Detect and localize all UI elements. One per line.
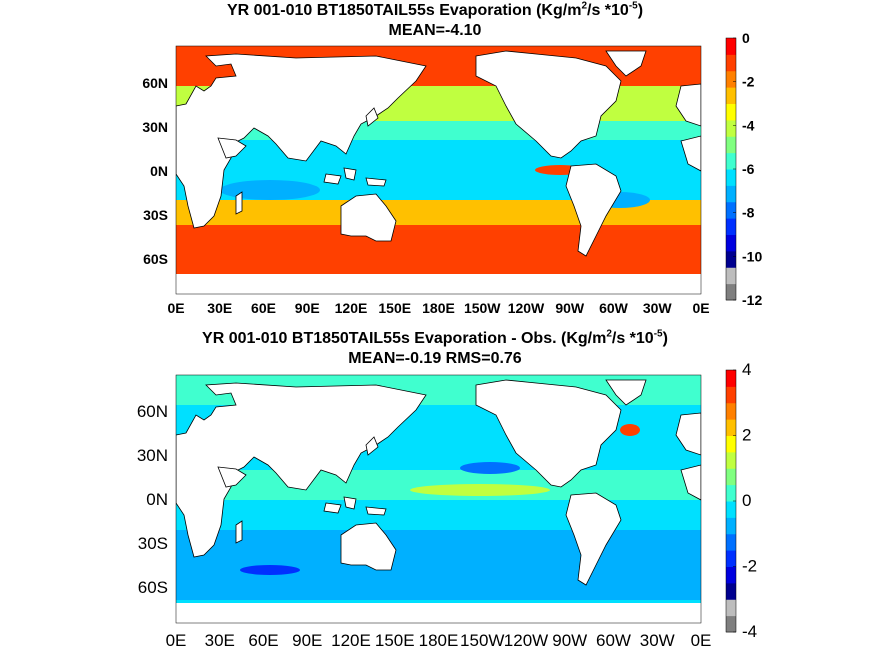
lat-tick-label: 60S: [143, 251, 168, 267]
lat-tick-label: 0N: [150, 163, 168, 179]
colorbar-segment: [726, 169, 736, 186]
colorbar-segment: [726, 70, 736, 88]
lon-tick-label: 0E: [167, 300, 184, 316]
colorbar-tick-label: -2: [742, 74, 755, 90]
colorbar-segment: [726, 501, 736, 518]
colorbar-segment: [726, 533, 736, 551]
lon-tick-label: 60W: [599, 300, 629, 316]
lon-tick-label: 30E: [207, 300, 232, 316]
lat-tick-label: 60S: [138, 578, 168, 597]
lon-tick-label: 60W: [596, 631, 631, 650]
colorbar-segment: [726, 185, 736, 203]
colorbar-tick-label: -12: [742, 292, 762, 308]
lat-tick-label: 30S: [143, 207, 168, 223]
lon-tick-label: 0E: [692, 300, 709, 316]
lon-tick-label: 30W: [640, 631, 675, 650]
lon-tick-label: 90E: [295, 300, 320, 316]
colorbar-segment: [726, 615, 736, 633]
colorbar-tick-label: 0: [742, 491, 751, 510]
colorbar-segment: [726, 54, 736, 72]
lon-tick-label: 180E: [422, 300, 455, 316]
lon-tick-label: 150E: [375, 631, 415, 650]
lon-tick-label: 90W: [555, 300, 585, 316]
colorbar-segment: [726, 550, 736, 567]
lon-tick-label: 120E: [335, 300, 368, 316]
lon-tick-label: 60E: [248, 631, 278, 650]
colorbar-tick-label: -4: [742, 117, 755, 133]
lon-tick-label: 120W: [504, 631, 548, 650]
lon-tick-label: 90W: [552, 631, 587, 650]
panel2-colorbar: 4 2 0 -2 -4: [725, 360, 757, 641]
colorbar-segment: [726, 419, 736, 436]
lon-tick-label: 0E: [691, 631, 712, 650]
colorbar-segment: [726, 87, 736, 104]
colorbar-segment: [726, 119, 736, 137]
panel1-title: YR 001-010 BT1850TAIL55s Evaporation (Kg…: [226, 0, 644, 19]
colorbar-segment: [726, 370, 736, 387]
colorbar-segment: [726, 152, 736, 170]
lat-tick-label: 60N: [137, 402, 168, 421]
lat-tick-label: 30N: [137, 446, 168, 465]
colorbar-segment: [726, 250, 736, 268]
lon-tick-label: 90E: [292, 631, 322, 650]
lat-tick-label: 0N: [146, 490, 168, 509]
lat-tick-label: 60N: [142, 75, 168, 91]
lon-tick-label: 150E: [378, 300, 411, 316]
colorbar-segment: [726, 566, 736, 584]
lon-tick-label: 120E: [331, 631, 371, 650]
colorbar-tick-label: -6: [742, 161, 755, 177]
lon-tick-label: 150W: [464, 300, 501, 316]
colorbar-segment: [726, 435, 736, 453]
lon-tick-label: 60E: [251, 300, 276, 316]
lon-tick-label: 30E: [205, 631, 235, 650]
panel1-map: [176, 46, 701, 294]
panel1-colorbar: 0 -2 -4 -6 -8 -10 -12: [725, 30, 762, 308]
lon-tick-label: 150W: [460, 631, 504, 650]
lon-tick-label: 180E: [419, 631, 459, 650]
lon-tick-label: 30W: [643, 300, 673, 316]
panel2-stats: MEAN=-0.19 RMS=0.76: [348, 350, 522, 367]
colorbar-segment: [726, 484, 736, 502]
panel1-map-frame: [175, 45, 702, 295]
lat-tick-label: 30S: [138, 534, 168, 553]
colorbar-tick-label: 2: [742, 426, 751, 445]
colorbar-segment: [726, 517, 736, 535]
colorbar-tick-label: -8: [742, 205, 755, 221]
colorbar-segment: [726, 599, 736, 617]
colorbar-segment: [726, 267, 736, 285]
colorbar-tick-label: -10: [742, 248, 762, 264]
colorbar-segment: [726, 103, 736, 121]
panel2-map-frame: [175, 374, 702, 624]
colorbar-segment: [726, 451, 736, 469]
lon-tick-label: 120W: [508, 300, 545, 316]
colorbar-segment: [726, 386, 736, 404]
colorbar-segment: [726, 234, 736, 252]
colorbar-tick-label: -2: [742, 557, 757, 576]
lat-tick-label: 30N: [142, 119, 168, 135]
panel1-stats: MEAN=-4.10: [388, 22, 482, 39]
colorbar-segment: [726, 402, 736, 420]
panel2-axes: 60N 30N 0N 30S 60S 0E 30E 60E 90E 120E 150E 180E 150…: [137, 402, 712, 650]
lon-tick-label: 0E: [166, 631, 187, 650]
colorbar-segment: [726, 136, 736, 154]
panel2-title: YR 001-010 BT1850TAIL55s Evaporation - O…: [202, 328, 668, 347]
colorbar-segment: [726, 582, 736, 600]
colorbar-segment: [726, 218, 736, 235]
colorbar-segment: [726, 38, 736, 55]
panel2-map: [176, 375, 701, 623]
colorbar-segment: [726, 201, 736, 219]
colorbar-segment: [726, 468, 736, 486]
panel1-axes: 60N 30N 0N 30S 60S 0E 30E 60E 90E 120E 150E 180E 150…: [142, 75, 709, 316]
colorbar-segment: [726, 283, 736, 301]
colorbar-tick-label: 4: [742, 360, 751, 379]
colorbar-tick-label: 0: [742, 30, 750, 46]
colorbar-tick-label: -4: [742, 622, 757, 641]
